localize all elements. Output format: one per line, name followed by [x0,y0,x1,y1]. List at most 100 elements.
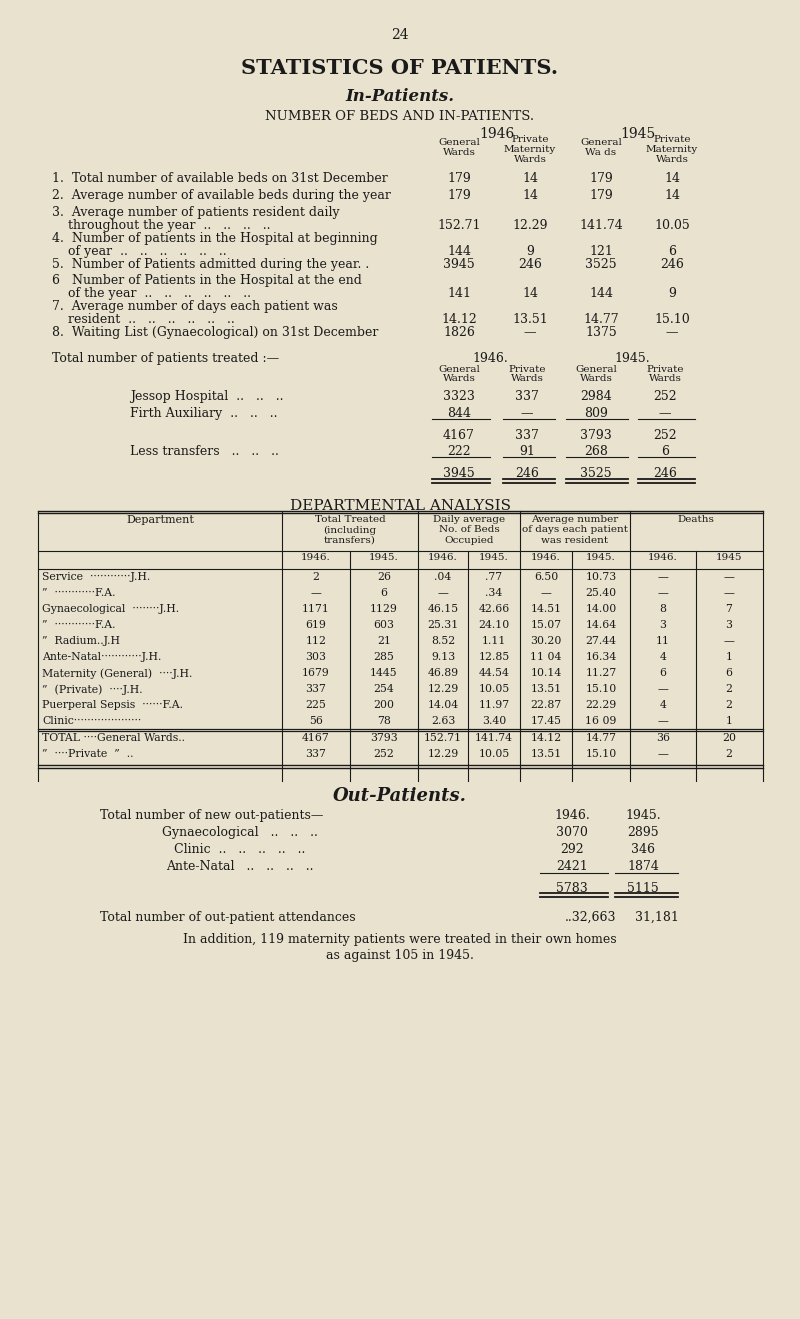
Text: 2.63: 2.63 [431,716,455,725]
Text: —: — [723,572,734,582]
Text: 6: 6 [381,588,387,598]
Text: Average number
of days each patient
was resident: Average number of days each patient was … [522,514,628,545]
Text: 179: 179 [589,171,613,185]
Text: STATISTICS OF PATIENTS.: STATISTICS OF PATIENTS. [242,58,558,78]
Text: Jessop Hospital  ..   ..   ..: Jessop Hospital .. .. .. [130,390,283,404]
Text: 1945: 1945 [716,553,742,562]
Text: Clinic····················: Clinic···················· [42,716,142,725]
Text: 14.77: 14.77 [586,733,617,743]
Text: 1129: 1129 [370,604,398,615]
Text: 6.50: 6.50 [534,572,558,582]
Text: 179: 179 [447,171,471,185]
Text: 11: 11 [656,636,670,646]
Text: —: — [521,408,534,419]
Text: 8.  Waiting List (Gynaecological) on 31st December: 8. Waiting List (Gynaecological) on 31st… [52,326,378,339]
Text: 10.14: 10.14 [530,667,562,678]
Text: 603: 603 [374,620,394,630]
Text: 3525: 3525 [580,467,612,480]
Text: .04: .04 [434,572,452,582]
Text: Ante-Natal   ..   ..   ..   ..: Ante-Natal .. .. .. .. [166,860,314,873]
Text: 1945: 1945 [620,127,656,141]
Text: 246: 246 [660,259,684,270]
Text: 254: 254 [374,685,394,694]
Text: 42.66: 42.66 [478,604,510,615]
Text: 844: 844 [447,408,471,419]
Text: 6: 6 [668,245,676,259]
Text: 11.97: 11.97 [478,700,510,710]
Text: 12.85: 12.85 [478,652,510,662]
Text: 7.  Average number of days each patient was: 7. Average number of days each patient w… [52,299,338,313]
Text: 3793: 3793 [580,429,612,442]
Text: In-Patients.: In-Patients. [346,88,454,106]
Text: 8: 8 [659,604,666,615]
Text: Wards: Wards [514,156,546,164]
Text: 246: 246 [518,259,542,270]
Text: 246: 246 [653,467,677,480]
Text: 200: 200 [374,700,394,710]
Text: Total number of out-patient attendances: Total number of out-patient attendances [100,911,356,925]
Text: Less transfers   ..   ..   ..: Less transfers .. .. .. [130,445,279,458]
Text: 1946.: 1946. [648,553,678,562]
Text: 619: 619 [306,620,326,630]
Text: 1946.: 1946. [472,352,508,365]
Text: 46.15: 46.15 [427,604,458,615]
Text: 11 04: 11 04 [530,652,562,662]
Text: 21: 21 [377,636,391,646]
Text: 141: 141 [447,288,471,299]
Text: 26: 26 [377,572,391,582]
Text: 112: 112 [306,636,326,646]
Text: 9: 9 [668,288,676,299]
Text: —: — [658,588,669,598]
Text: 14: 14 [522,288,538,299]
Text: 11.27: 11.27 [586,667,617,678]
Text: 2895: 2895 [627,826,659,839]
Text: Private: Private [508,365,546,375]
Text: —: — [658,685,669,694]
Text: 9: 9 [526,245,534,259]
Text: ”  (Private)  ····J.H.: ” (Private) ····J.H. [42,685,142,695]
Text: 4: 4 [659,652,666,662]
Text: 22.29: 22.29 [586,700,617,710]
Text: 5.  Number of Patients admitted during the year. .: 5. Number of Patients admitted during th… [52,259,370,270]
Text: 2: 2 [313,572,319,582]
Text: 9.13: 9.13 [431,652,455,662]
Text: 3.40: 3.40 [482,716,506,725]
Text: 152.71: 152.71 [438,219,481,232]
Text: Private: Private [511,135,549,144]
Text: 222: 222 [447,445,471,458]
Text: General: General [438,138,480,146]
Text: 6: 6 [726,667,733,678]
Text: 36: 36 [656,733,670,743]
Text: 27.44: 27.44 [586,636,617,646]
Text: 1945.: 1945. [625,809,661,822]
Text: 337: 337 [515,390,539,404]
Text: 14.77: 14.77 [583,313,619,326]
Text: 252: 252 [653,429,677,442]
Text: 14.64: 14.64 [586,620,617,630]
Text: 14: 14 [522,171,538,185]
Text: Total number of patients treated :—: Total number of patients treated :— [52,352,279,365]
Text: 3: 3 [659,620,666,630]
Text: Wards: Wards [442,375,475,383]
Text: Total number of new out-patients—: Total number of new out-patients— [100,809,323,822]
Text: General: General [580,138,622,146]
Text: 292: 292 [560,843,584,856]
Text: General: General [575,365,617,375]
Text: 121: 121 [589,245,613,259]
Text: —: — [541,588,551,598]
Text: 141.74: 141.74 [475,733,513,743]
Text: Gynaecological  ········J.H.: Gynaecological ········J.H. [42,604,179,615]
Text: 56: 56 [309,716,323,725]
Text: 8.52: 8.52 [431,636,455,646]
Text: 25.31: 25.31 [427,620,458,630]
Text: 22.87: 22.87 [530,700,562,710]
Text: 12.29: 12.29 [427,749,458,758]
Text: 346: 346 [631,843,655,856]
Text: 2.  Average number of available beds during the year: 2. Average number of available beds duri… [52,189,391,202]
Text: 14.12: 14.12 [441,313,477,326]
Text: ..32,663: ..32,663 [565,911,617,925]
Text: In addition, 119 maternity patients were treated in their own homes: In addition, 119 maternity patients were… [183,933,617,946]
Text: Maternity: Maternity [504,145,556,154]
Text: 179: 179 [447,189,471,202]
Text: 6   Number of Patients in the Hospital at the end: 6 Number of Patients in the Hospital at … [52,274,362,288]
